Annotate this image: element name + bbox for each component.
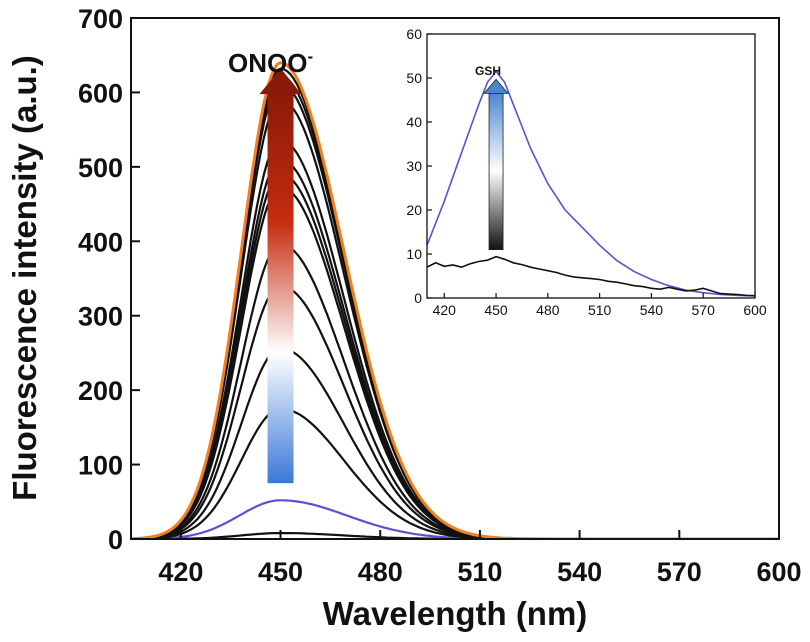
gsh-arrow-shaft xyxy=(488,92,504,250)
inset-y-tick-label: 30 xyxy=(406,158,422,174)
inset-y-tick-label: 20 xyxy=(406,202,422,218)
main-series-line-3 xyxy=(131,407,779,539)
y-axis-title: Fluorescence intensity (a.u.) xyxy=(6,55,43,501)
inset-y-tick-label: 0 xyxy=(414,290,422,306)
main-series-line-5 xyxy=(131,284,779,539)
main-plot-series xyxy=(131,61,779,539)
inset-y-tick-label: 50 xyxy=(406,70,422,86)
inset-x-tick-label: 600 xyxy=(743,302,767,318)
x-tick-label: 510 xyxy=(457,557,502,587)
main-plot-frame xyxy=(130,17,780,540)
x-tick-label: 450 xyxy=(258,557,303,587)
inset-y-tick-label: 60 xyxy=(406,26,422,42)
gsh-arrow xyxy=(483,78,509,250)
inset-plot-series xyxy=(427,70,755,297)
onoo-arrow-head xyxy=(259,68,302,95)
y-tick-label: 700 xyxy=(78,4,123,34)
inset-x-tick-label: 570 xyxy=(692,302,716,318)
y-tick-label: 200 xyxy=(78,376,123,406)
x-tick-label: 540 xyxy=(557,557,602,587)
inset-x-tick-label: 450 xyxy=(484,302,508,318)
inset-x-tick-label: 540 xyxy=(640,302,664,318)
onoo-label: ONOO- xyxy=(228,47,313,78)
y-tick-label: 300 xyxy=(78,302,123,332)
onoo-label-text: ONOO xyxy=(228,48,307,78)
y-tick-label: 500 xyxy=(78,153,123,183)
main-series-line-6 xyxy=(131,243,779,539)
gsh-arrow-head xyxy=(483,78,509,94)
inset-y-tick-label: 40 xyxy=(406,114,422,130)
x-axis-title: Wavelength (nm) xyxy=(323,595,588,632)
inset-x-tick-label: 510 xyxy=(588,302,612,318)
x-tick-label: 600 xyxy=(756,557,801,587)
onoo-arrow xyxy=(259,68,302,484)
inset-axis-ticks: 420 450 480 510 540 570 600 0 10 20 30 40 50 60 xyxy=(406,26,766,318)
x-tick-label: 420 xyxy=(158,557,203,587)
y-tick-label: 600 xyxy=(78,78,123,108)
main-series-line-2 xyxy=(131,499,779,539)
inset-background xyxy=(427,34,755,298)
onoo-arrow-shaft xyxy=(267,92,294,484)
inset-x-tick-label: 480 xyxy=(536,302,560,318)
onoo-label-superscript: - xyxy=(307,47,313,66)
inset-series-line-2 xyxy=(427,255,755,297)
gsh-label: GSH xyxy=(475,64,501,78)
y-tick-label: 100 xyxy=(78,451,123,481)
x-tick-label: 570 xyxy=(657,557,702,587)
inset-series-line-1 xyxy=(427,70,755,297)
main-axis-ticks: 420 450 480 510 540 570 6000100200300400500600… xyxy=(78,4,802,587)
x-tick-label: 480 xyxy=(358,557,403,587)
main-series-line-15 xyxy=(131,61,779,539)
y-tick-label: 400 xyxy=(78,227,123,257)
inset-y-tick-label: 10 xyxy=(406,246,422,262)
y-tick-label: 0 xyxy=(108,525,123,555)
inset-x-tick-label: 420 xyxy=(433,302,457,318)
main-series-line-4 xyxy=(131,347,779,539)
